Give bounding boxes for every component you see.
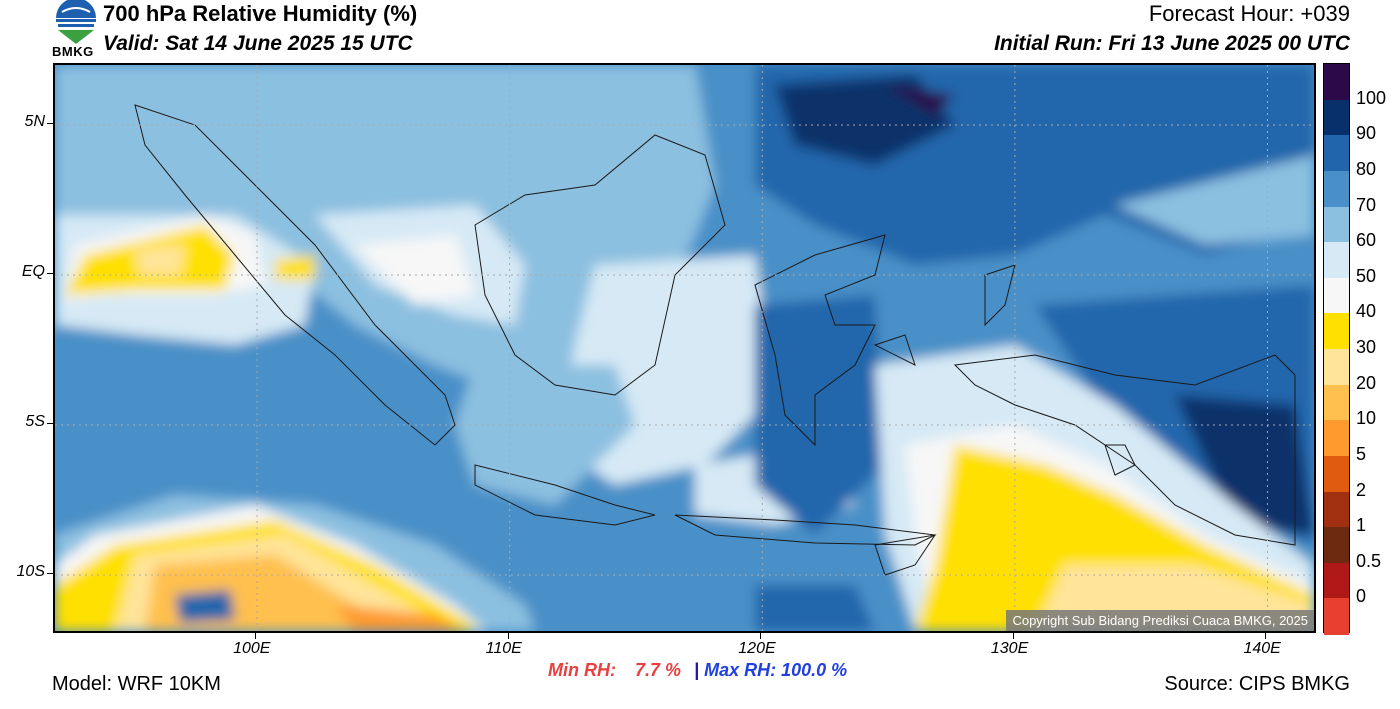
colorbar-segment [1324, 135, 1349, 172]
colorbar-segment [1324, 455, 1349, 492]
colorbar-label: 0.5 [1356, 550, 1382, 571]
initial-run: Initial Run: Fri 13 June 2025 00 UTC [994, 32, 1350, 55]
colorbar-label: 70 [1356, 194, 1377, 215]
valid-time: Valid: Sat 14 June 2025 15 UTC [103, 32, 413, 55]
lon-tick-label: 100E [233, 640, 271, 657]
colorbar-label: 5 [1356, 443, 1367, 464]
chart-title: 700 hPa Relative Humidity (%) [103, 1, 418, 26]
colorbar-segment [1324, 562, 1349, 599]
colorbar-segment [1324, 384, 1349, 421]
colorbar [1323, 63, 1350, 635]
forecast-hour: Forecast Hour: +039 [1148, 1, 1350, 26]
lat-tick-mark [47, 573, 53, 574]
lat-tick-mark [47, 273, 53, 274]
lon-tick-label: 110E [485, 640, 522, 657]
colorbar-label: 0 [1356, 586, 1367, 607]
lon-tick-mark [1265, 633, 1267, 639]
min-max-separator: | [694, 660, 700, 680]
bmkg-logo-text: BMKG [52, 44, 94, 59]
colorbar-label: 100 [1356, 87, 1387, 108]
colorbar-label: 10 [1356, 408, 1377, 429]
colorbar-segment [1324, 64, 1349, 101]
colorbar-segment [1324, 349, 1349, 386]
bmkg-logo-icon [56, 0, 96, 44]
colorbar-label: 80 [1356, 158, 1377, 179]
colorbar-segment [1324, 206, 1349, 243]
colorbar-label: 1 [1356, 515, 1367, 536]
max-rh-value: 100.0 % [781, 660, 848, 680]
colorbar-segment [1324, 527, 1349, 564]
lon-tick-mark [255, 633, 257, 639]
lon-tick-mark [760, 633, 762, 639]
colorbar-segment [1324, 420, 1349, 457]
lat-tick-mark [47, 123, 53, 124]
lat-tick-label: 5S [25, 413, 45, 430]
min-rh-label: Min RH: [548, 660, 616, 680]
lat-tick-label: 5N [24, 113, 45, 130]
lat-tick-label: 10S [16, 563, 45, 580]
max-rh-label: Max RH: [704, 660, 777, 680]
colorbar-segment [1324, 313, 1349, 350]
lon-tick-mark [1012, 633, 1014, 639]
colorbar-segment [1324, 242, 1349, 279]
colorbar-label: 20 [1356, 372, 1377, 393]
colorbar-label: 30 [1356, 337, 1377, 357]
copyright-notice: Copyright Sub Bidang Prediksi Cuaca BMKG… [1006, 610, 1314, 631]
colorbar-segment [1324, 491, 1349, 528]
lat-tick-mark [47, 423, 53, 424]
humidity-field [55, 65, 1314, 631]
colorbar-segment [1324, 99, 1349, 136]
min-rh-value: 7.7 % [635, 660, 682, 680]
lon-tick-label: 120E [738, 640, 776, 657]
colorbar-label: 40 [1356, 301, 1377, 322]
colorbar-segment [1324, 598, 1349, 635]
lon-tick-label: 140E [1243, 640, 1281, 657]
colorbar-label: 90 [1356, 123, 1377, 144]
model-name: Model: WRF 10KM [52, 673, 221, 695]
colorbar-segment [1324, 277, 1349, 314]
min-max-readout: Min RH: 7.7 % | Max RH: 100.0 % [548, 660, 847, 681]
colorbar-label: 60 [1356, 230, 1377, 251]
data-source: Source: CIPS BMKG [1164, 673, 1350, 695]
lat-tick-label: EQ [21, 263, 45, 280]
lon-tick-label: 130E [990, 640, 1029, 657]
map-panel: Copyright Sub Bidang Prediksi Cuaca BMKG… [53, 63, 1316, 633]
bmkg-logo: BMKG [52, 0, 100, 60]
colorbar-segment [1324, 170, 1349, 207]
lon-tick-mark [507, 633, 509, 639]
colorbar-label: 2 [1356, 479, 1367, 500]
colorbar-label: 50 [1356, 265, 1377, 286]
